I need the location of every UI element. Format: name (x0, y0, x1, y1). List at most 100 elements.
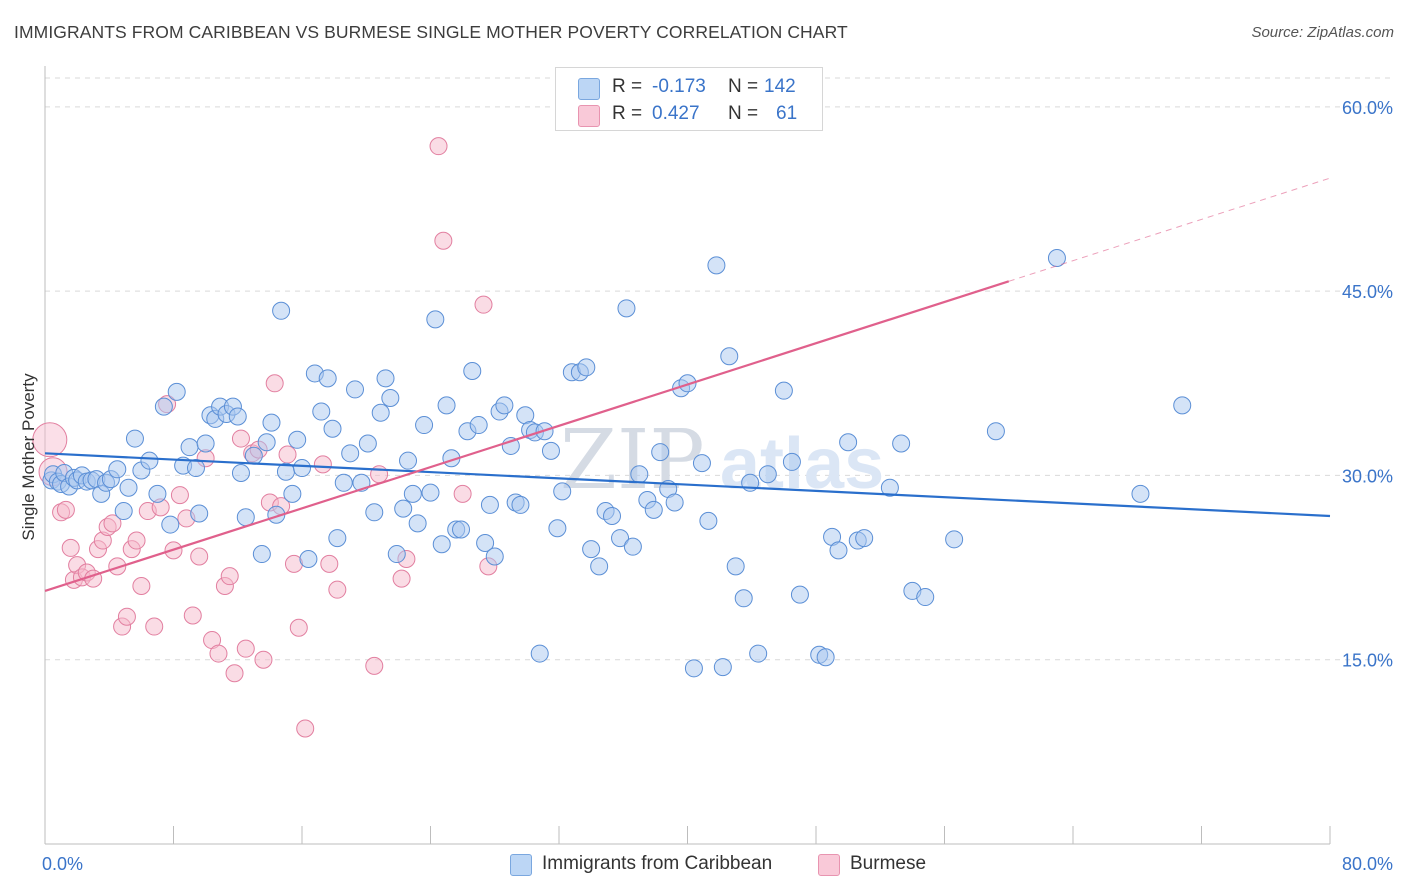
burmese-point (265, 374, 284, 393)
grid-lines (45, 77, 1392, 661)
burmese-point (278, 445, 297, 464)
bottom-legend-swatch-burmese (818, 854, 840, 876)
legend-n-label: N = (728, 76, 759, 97)
burmese-point (313, 455, 332, 474)
burmese-point (429, 137, 448, 156)
burmese-point (296, 719, 315, 738)
caribbean-point (148, 484, 167, 503)
caribbean-point (196, 434, 215, 453)
caribbean-point (986, 422, 1005, 441)
caribbean-point (495, 396, 514, 415)
caribbean-point (125, 429, 144, 448)
caribbean-point (161, 515, 180, 534)
axes (44, 66, 1331, 845)
caribbean-point (829, 541, 848, 560)
caribbean-point (283, 484, 302, 503)
caribbean-point (726, 557, 745, 576)
caribbean-point (408, 514, 427, 533)
burmese-point (434, 231, 453, 250)
caribbean-point (228, 407, 247, 426)
caribbean-point (190, 504, 209, 523)
y-axis-label: Single Mother Poverty (19, 373, 38, 541)
caribbean-point (312, 402, 331, 421)
legend-n-value: 61 (776, 103, 798, 124)
burmese-point (117, 607, 136, 626)
watermark-zip: ZIP (560, 413, 705, 508)
caribbean-point (365, 503, 384, 522)
burmese-point (209, 644, 228, 663)
legend-swatch-caribbean (578, 78, 600, 100)
burmese-point (108, 557, 127, 576)
y-tick-label-3: 60.0% (1342, 98, 1393, 118)
caribbean-point (328, 529, 347, 548)
burmese-trend-line (44, 280, 1010, 592)
caribbean-point (623, 537, 642, 556)
caribbean-point (403, 484, 422, 503)
burmese-point (328, 580, 347, 599)
burmese-point (453, 484, 472, 503)
caribbean-point (892, 434, 911, 453)
trend-lines (44, 177, 1331, 592)
caribbean-point (758, 465, 777, 484)
caribbean-point (432, 535, 451, 554)
caribbean-point (323, 419, 342, 438)
y-tick-label-1: 30.0% (1342, 466, 1393, 486)
caribbean-trend-line (44, 452, 1331, 518)
caribbean-point (720, 347, 739, 366)
caribbean-point (707, 256, 726, 275)
caribbean-point (119, 478, 138, 497)
caribbean-point (421, 483, 440, 502)
caribbean-point (288, 430, 307, 449)
burmese-point (236, 639, 255, 658)
caribbean-point (376, 369, 395, 388)
burmese-point (225, 664, 244, 683)
caribbean-point (167, 382, 186, 401)
burmese-point (103, 514, 122, 533)
caribbean-point (530, 644, 549, 663)
burmese-trend-extension (1008, 177, 1331, 282)
chart-title: IMMIGRANTS FROM CARIBBEAN VS BURMESE SIN… (14, 22, 848, 42)
burmese-point (61, 538, 80, 557)
caribbean-point (916, 588, 935, 607)
caribbean-point (399, 451, 418, 470)
caribbean-point (734, 589, 753, 608)
caribbean-point (782, 452, 801, 471)
caribbean-point (816, 648, 835, 667)
caribbean-point (186, 459, 205, 478)
caribbean-point (371, 403, 390, 422)
caribbean-point (790, 585, 809, 604)
burmese-point (127, 531, 146, 550)
caribbean-point (1131, 484, 1150, 503)
legend-r-label: R = (612, 103, 643, 124)
caribbean-point (582, 540, 601, 559)
burmese-point (170, 486, 189, 505)
caribbean-point (713, 658, 732, 677)
caribbean-point (1047, 248, 1066, 267)
legend-r-value: 0.427 (652, 103, 700, 124)
caribbean-point (358, 434, 377, 453)
legend-swatch-burmese (578, 105, 600, 127)
caribbean-point (541, 441, 560, 460)
caribbean-point (651, 443, 670, 462)
x-tick-label-0: 0.0% (42, 854, 83, 874)
caribbean-point (630, 465, 649, 484)
caribbean-point (577, 358, 596, 377)
bottom-legend-label-caribbean: Immigrants from Caribbean (542, 853, 773, 874)
burmese-point (289, 618, 308, 637)
source-label: Source: ZipAtlas.com (1251, 24, 1394, 41)
caribbean-point (318, 369, 337, 388)
burmese-point (132, 577, 151, 595)
burmese-point (365, 656, 384, 675)
legend-n-label: N = (728, 103, 759, 124)
caribbean-point (452, 520, 471, 539)
burmese-point (254, 650, 273, 669)
caribbean-point (341, 444, 360, 463)
caribbean-point (684, 659, 703, 678)
caribbean-point (463, 362, 482, 380)
caribbean-point (485, 547, 504, 566)
caribbean-point (855, 529, 874, 548)
caribbean-point (611, 529, 630, 548)
caribbean-point (699, 511, 718, 530)
burmese-point (190, 547, 209, 566)
